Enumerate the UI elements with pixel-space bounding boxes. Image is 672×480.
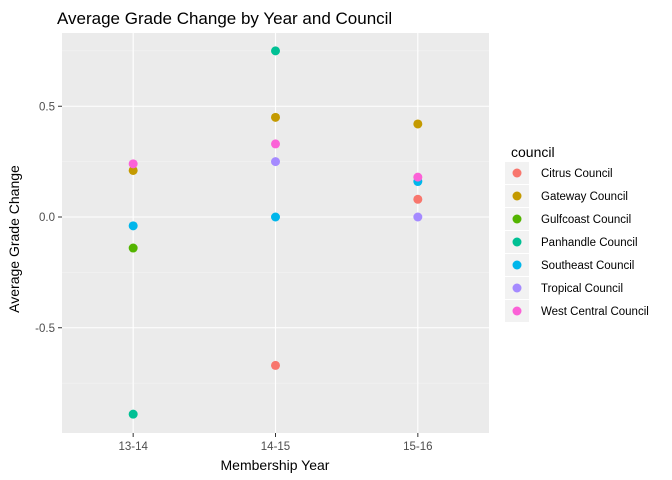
x-tick-label: 15-16: [403, 441, 432, 453]
data-points: [128, 46, 423, 419]
data-point: [128, 243, 138, 253]
legend-label: Panhandle Council: [541, 237, 638, 249]
legend-marker: [512, 260, 522, 270]
legend-marker: [512, 237, 522, 247]
data-point: [413, 172, 423, 182]
data-point: [271, 157, 280, 167]
data-point: [128, 409, 138, 419]
y-tick-label: 0.5: [39, 101, 55, 113]
axis-ticks: 0.5 0.0 -0.5 13-14 14-15 15-16: [35, 101, 432, 453]
data-point: [271, 139, 280, 149]
data-point: [413, 119, 423, 129]
legend-label: West Central Council: [541, 306, 649, 318]
x-tick-label: 14-15: [261, 441, 290, 453]
data-point: [128, 165, 138, 175]
legend-label: Tropical Council: [541, 283, 623, 295]
y-tick-label: 0.0: [39, 212, 55, 224]
y-axis-title: Average Grade Change: [6, 165, 22, 313]
data-point: [271, 112, 280, 122]
legend-label: Citrus Council: [541, 168, 613, 180]
chart-title: Average Grade Change by Year and Council: [57, 9, 392, 28]
legend-label: Southeast Council: [541, 260, 634, 272]
legend-label: Gulfcoast Council: [541, 214, 631, 226]
y-tick-label: -0.5: [35, 323, 55, 335]
legend-marker: [512, 283, 522, 293]
data-point: [413, 194, 423, 204]
data-point: [413, 212, 423, 222]
legend: council Citrus Council Gateway Council Gul…: [505, 144, 649, 322]
data-point: [128, 159, 138, 169]
x-axis-title: Membership Year: [221, 457, 330, 473]
legend-marker: [512, 191, 522, 201]
data-point: [128, 221, 138, 231]
data-point: [271, 46, 280, 56]
legend-items: Citrus Council Gateway Council Gulfcoast C…: [505, 162, 649, 322]
data-point: [271, 360, 280, 370]
legend-label: Gateway Council: [541, 191, 628, 203]
data-point: [271, 212, 280, 222]
legend-marker: [512, 306, 522, 316]
legend-title: council: [511, 144, 555, 160]
legend-marker: [512, 214, 522, 224]
x-tick-label: 13-14: [118, 441, 148, 453]
legend-marker: [512, 168, 522, 178]
